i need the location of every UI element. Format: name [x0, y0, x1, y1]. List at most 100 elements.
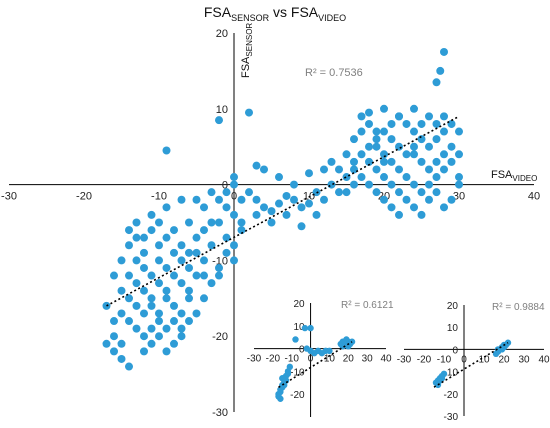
main-data-point — [162, 263, 171, 272]
main-data-point — [387, 157, 396, 166]
inset-2-trendline — [433, 342, 509, 388]
main-data-point — [132, 279, 141, 288]
main-data-point — [162, 146, 171, 155]
main-data-point — [312, 210, 321, 219]
main-data-point — [440, 150, 448, 159]
main-data-point — [110, 271, 118, 280]
main-data-point — [192, 309, 201, 318]
main-data-point — [215, 263, 223, 272]
main-data-point — [447, 119, 456, 128]
main-data-point — [185, 286, 193, 295]
main-data-point — [342, 173, 351, 182]
main-data-point — [365, 108, 373, 117]
main-data-point — [132, 324, 141, 333]
inset-1-trendline — [278, 341, 353, 389]
main-data-point — [395, 142, 403, 151]
inset-2-x-tick-label: 40 — [538, 354, 550, 365]
main-data-point — [155, 218, 163, 227]
inset-1-x-tick-label: -20 — [266, 354, 281, 365]
main-data-point — [222, 203, 231, 212]
main-data-point — [380, 157, 388, 166]
main-data-point — [230, 241, 238, 250]
main-data-point — [162, 294, 171, 303]
main-data-point — [192, 195, 201, 204]
main-data-point — [365, 180, 373, 189]
main-data-point — [402, 173, 411, 182]
main-data-point — [177, 324, 186, 333]
main-data-point — [395, 188, 403, 197]
main-data-point — [417, 157, 426, 166]
main-data-point — [117, 339, 126, 348]
main-data-point — [192, 248, 201, 257]
main-data-point — [342, 150, 351, 159]
main-data-point — [222, 248, 231, 257]
main-data-point — [357, 173, 366, 182]
main-data-point — [185, 263, 193, 272]
main-data-point — [222, 188, 231, 197]
main-data-point — [237, 218, 246, 227]
main-data-point — [192, 233, 201, 242]
main-data-point — [117, 309, 126, 318]
main-data-point — [125, 226, 133, 235]
inset-1-data-point — [307, 324, 314, 332]
inset-1-data-point — [345, 343, 352, 350]
main-data-point — [207, 279, 216, 288]
main-data-point — [140, 248, 148, 257]
main-y-tick-label: 20 — [216, 28, 228, 40]
main-data-point — [155, 332, 163, 341]
main-data-point — [380, 150, 388, 159]
main-data-point — [447, 142, 456, 151]
inset-1-x-tick-label: -30 — [247, 354, 262, 365]
main-data-point — [185, 294, 193, 303]
main-data-point — [230, 173, 238, 182]
main-data-point — [200, 256, 208, 265]
main-data-point — [290, 195, 298, 204]
main-data-point — [305, 199, 313, 208]
main-data-point — [245, 108, 253, 117]
main-data-point — [350, 165, 358, 174]
main-data-point — [230, 256, 238, 265]
main-data-point — [372, 127, 381, 136]
inset-1-data-point — [286, 363, 294, 371]
inset-2-x-tick-label: 10 — [478, 354, 490, 365]
main-data-point — [425, 142, 433, 151]
main-data-point — [402, 195, 411, 204]
main-data-point — [110, 317, 118, 326]
main-data-point — [252, 195, 261, 204]
main-data-point — [110, 347, 118, 356]
main-data-point — [177, 309, 186, 318]
main-data-point — [267, 218, 276, 227]
inset-2-x-tick-label: -10 — [437, 354, 452, 365]
main-data-point — [155, 256, 163, 265]
inset-1-y-tick-label: 20 — [293, 299, 305, 310]
main-data-point — [436, 66, 445, 75]
main-data-point — [125, 362, 133, 371]
main-data-point — [365, 142, 373, 151]
main-y-tick-label: -10 — [212, 255, 228, 267]
main-data-point — [162, 286, 171, 295]
main-data-point — [125, 271, 133, 280]
main-data-point — [125, 241, 133, 250]
main-data-point — [327, 157, 336, 166]
main-data-point — [117, 286, 126, 295]
main-data-point — [447, 157, 456, 166]
main-data-point — [440, 203, 448, 212]
main-data-point — [162, 203, 171, 212]
main-data-point — [147, 339, 156, 348]
main-data-point — [440, 127, 448, 136]
chart-title: FSASENSOR vs FSAVIDEO — [204, 4, 346, 23]
inset-1-data-point — [284, 370, 292, 377]
main-x-tick-label: -20 — [76, 191, 92, 203]
main-data-point — [117, 354, 126, 363]
main-data-point — [177, 241, 186, 250]
inset-1-x-tick-label: 20 — [343, 354, 355, 365]
inset-1-x-tick-label: 30 — [362, 354, 374, 365]
main-data-point — [200, 294, 208, 303]
inset-2-r-squared-label: R² = 0.9884 — [492, 302, 545, 313]
main-data-point — [177, 195, 186, 204]
main-data-point — [432, 157, 441, 166]
main-data-point — [425, 180, 433, 189]
